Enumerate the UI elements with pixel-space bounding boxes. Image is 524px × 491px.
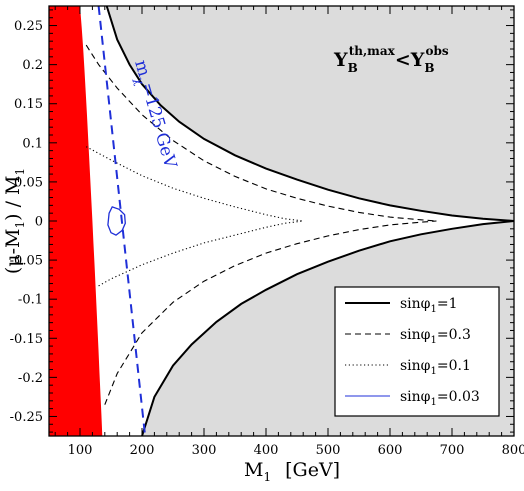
y-tick-label: 0.05 — [14, 175, 43, 190]
legend-label-1-name: sinφ — [400, 296, 431, 312]
series-3-contour — [107, 206, 126, 236]
series-2-upper — [85, 146, 304, 222]
x-tick-label: 700 — [440, 443, 465, 458]
legend-label-2-val: =0.3 — [437, 327, 471, 343]
legend-label-1-sub: 1 — [430, 304, 436, 315]
legend-box — [334, 286, 500, 417]
red-region — [49, 6, 103, 436]
annotation-sup2: obs — [425, 44, 448, 58]
y-axis-title-post: ) / M — [2, 176, 24, 221]
legend-label-2-name: sinφ — [400, 327, 431, 343]
annotation: YBth,max<YBobs — [333, 44, 449, 75]
annotation-y2: Y — [410, 49, 425, 71]
legend-label-4: sinφ1=0.03 — [400, 389, 480, 408]
legend-label-4-sub: 1 — [430, 397, 436, 408]
y-axis-title-sub2: 1 — [13, 168, 27, 176]
y-tick-label: -0.1 — [18, 293, 43, 308]
annotation-sub2: B — [424, 61, 434, 75]
x-tick-label: 300 — [192, 443, 217, 458]
mchi-sub: χ — [132, 76, 148, 88]
x-tick-label: 500 — [316, 443, 341, 458]
x-tick-label: 100 — [68, 443, 93, 458]
annotation-sub1: B — [348, 61, 358, 75]
annotation-y1: Y — [333, 49, 348, 71]
y-tick-label: 0.1 — [22, 136, 43, 151]
legend: sinφ1=1 sinφ1=0.3 sinφ1=0.1 sinφ1=0.03 — [334, 286, 500, 417]
annotation-op: < — [395, 49, 411, 71]
x-tick-label: 400 — [254, 443, 279, 458]
y-tick-label: -0.05 — [10, 254, 43, 269]
y-axis-title-sub: 1 — [13, 221, 27, 229]
x-axis-title-main: M — [244, 459, 263, 481]
y-axis-title: (μ-M1) / M1 — [2, 168, 27, 274]
series-0-lower — [141, 220, 514, 436]
x-axis-title: M1 [GeV] — [244, 459, 340, 484]
x-tick-label: 800 — [502, 443, 524, 458]
y-tick-label: -0.15 — [10, 332, 43, 347]
y-tick-label: 0 — [35, 215, 43, 230]
mchi-line — [97, 6, 147, 436]
legend-label-1-val: =1 — [437, 296, 458, 312]
y-tick-label: 0.15 — [14, 97, 43, 112]
y-axis-title-pre: (μ-M — [2, 229, 24, 275]
curves — [85, 6, 514, 436]
legend-label-1: sinφ1=1 — [400, 296, 458, 315]
mchi-m: m — [130, 58, 154, 79]
legend-label-4-name: sinφ — [400, 389, 431, 405]
x-tick-label: 600 — [378, 443, 403, 458]
legend-label-3-name: sinφ — [400, 358, 431, 374]
x-axis-title-sub: 1 — [263, 470, 271, 484]
series-0-upper — [105, 6, 514, 222]
legend-label-4-val: =0.03 — [437, 389, 480, 405]
y-tick-label: -0.25 — [10, 410, 43, 425]
legend-label-2: sinφ1=0.3 — [400, 327, 471, 346]
series-1-lower — [104, 220, 437, 405]
y-tick-label: -0.2 — [18, 371, 43, 386]
legend-label-3: sinφ1=0.1 — [400, 358, 471, 377]
y-tick-label: 0.2 — [22, 58, 43, 73]
legend-label-3-sub: 1 — [430, 366, 436, 377]
y-tick-label: 0.25 — [14, 19, 43, 34]
legend-label-3-val: =0.1 — [437, 358, 471, 374]
x-axis-title-unit: [GeV] — [285, 459, 340, 481]
ticks — [49, 6, 515, 436]
tick-labels: 100 200 300 400 500 600 700 800 -0.25 -0.2 -0.15 -0… — [10, 19, 524, 458]
annotation-sup1: th,max — [349, 44, 396, 58]
x-tick-label: 200 — [130, 443, 155, 458]
series-2-lower — [98, 220, 304, 287]
legend-label-2-sub: 1 — [430, 335, 436, 346]
